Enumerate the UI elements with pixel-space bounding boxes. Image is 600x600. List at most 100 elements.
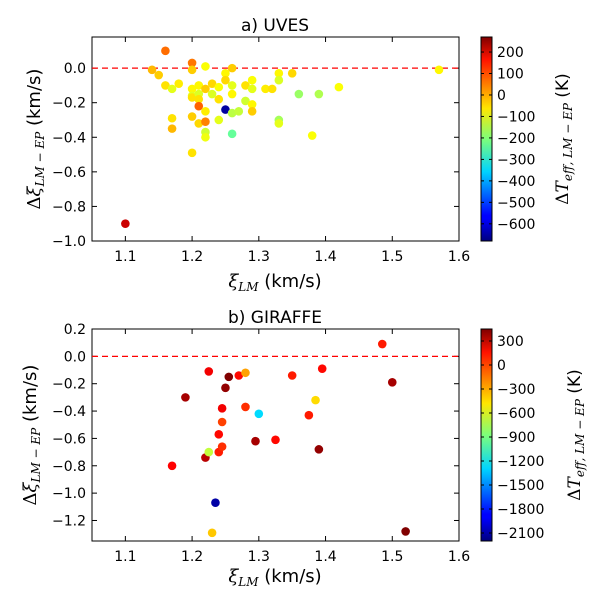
data-point — [314, 445, 324, 454]
data-point — [204, 447, 214, 457]
data-point — [167, 461, 177, 471]
data-point — [194, 81, 204, 90]
x-tick-label: 1.2 — [181, 249, 203, 265]
panel-b-colorbar-label: ΔTeff, LM − EP (K) — [565, 369, 587, 500]
colorbar-tick-label: −200 — [497, 131, 535, 147]
colorbar-tick-label: −300 — [497, 382, 535, 398]
colorbar-tick-label: −500 — [497, 195, 535, 211]
data-point — [211, 498, 220, 508]
colorbar-tick-label: −900 — [497, 430, 535, 446]
panel-uves: a) UVES 1.1 1.2 1.3 1.4 1.5 1.6 0.0 −0.2 −0.4 −0.… — [24, 16, 575, 294]
data-point — [234, 371, 244, 380]
data-point — [227, 89, 237, 99]
y-tick-label: 0.0 — [64, 349, 86, 365]
data-point — [214, 94, 224, 104]
data-point — [201, 132, 210, 142]
data-point — [167, 113, 177, 123]
data-point — [247, 100, 257, 109]
x-tick-label: 1.4 — [314, 249, 336, 265]
colorbar-tick-label: −2100 — [497, 526, 544, 542]
data-point — [217, 442, 227, 451]
colorbar-tick-label: 100 — [497, 67, 524, 83]
data-point — [241, 402, 250, 412]
panel-a-axes: 1.1 1.2 1.3 1.4 1.5 1.6 0.0 −0.2 −0.4 −0.6 −0.8 −1.… — [52, 37, 470, 265]
y-tick-label: −0.8 — [52, 199, 86, 215]
colorbar-tick-label: −600 — [497, 406, 535, 422]
panel-a-xlabel: ξLM (km/s) — [228, 271, 321, 294]
data-point — [194, 94, 204, 104]
panel-b-frame — [91, 328, 460, 542]
data-point — [214, 115, 224, 125]
data-point — [274, 75, 284, 85]
data-point — [294, 89, 304, 99]
data-point — [214, 430, 224, 439]
data-point — [181, 393, 190, 402]
data-point — [254, 409, 264, 419]
data-point — [287, 371, 297, 380]
panel-a-colorbar-label: ΔTeff, LM − EP (K) — [553, 73, 575, 204]
colorbar-tick-label: 0 — [497, 358, 506, 374]
data-point — [241, 96, 250, 106]
data-point — [194, 101, 204, 111]
data-point — [221, 105, 230, 114]
data-point — [174, 79, 184, 88]
colorbar-tick-label: −1800 — [497, 502, 544, 518]
panel-b-colorbar-ticks: 300 0 −300 −600 −900 −1200 −1500 −1800 −2100 — [481, 334, 544, 542]
data-point — [304, 410, 314, 420]
data-point — [187, 148, 197, 158]
data-point — [224, 372, 234, 382]
data-point — [387, 378, 397, 387]
panel-b-axes: 1.1 1.2 1.3 1.4 1.5 1.6 0.2 0.0 −0.2 −0.4 −0.6 −0.8… — [52, 322, 470, 565]
data-point — [201, 117, 210, 127]
panel-b-ylabel: ΔξLM − EP (km/s) — [20, 365, 43, 506]
data-point — [274, 69, 284, 78]
data-point — [401, 527, 410, 536]
x-tick-label: 1.4 — [314, 549, 336, 565]
data-point — [204, 367, 214, 376]
data-point — [214, 82, 224, 92]
data-point — [234, 107, 244, 116]
data-point — [271, 435, 280, 445]
colorbar-tick-label: −1200 — [497, 454, 544, 470]
data-point — [187, 93, 197, 102]
data-point — [241, 81, 250, 90]
y-tick-label: −0.8 — [52, 459, 86, 475]
colorbar-tick-label: −100 — [497, 109, 535, 125]
x-tick-label: 1.1 — [114, 549, 136, 565]
panel-a-colorbar-ticks: 200 100 0 −100 −200 −300 −400 −500 −600 — [481, 45, 535, 233]
data-point — [221, 75, 230, 85]
y-tick-label: −0.4 — [52, 404, 86, 420]
x-tick-label: 1.5 — [381, 249, 403, 265]
data-point — [247, 107, 257, 116]
data-point — [121, 219, 130, 229]
data-point — [207, 89, 217, 99]
panel-a-frame — [91, 36, 460, 242]
data-point — [311, 395, 320, 405]
colorbar-tick-label: −600 — [497, 217, 535, 233]
data-point — [227, 81, 237, 90]
data-point — [227, 63, 237, 73]
data-point — [247, 84, 257, 94]
y-tick-label: −1.0 — [52, 234, 86, 250]
data-point — [217, 417, 227, 427]
data-point — [274, 119, 284, 128]
data-point — [334, 82, 344, 92]
data-point — [377, 339, 387, 349]
data-point — [287, 69, 297, 78]
data-point — [251, 436, 260, 446]
panel-b-colorbar — [480, 328, 493, 542]
colorbar-tick-label: 200 — [497, 45, 524, 61]
data-point — [307, 131, 317, 140]
data-point — [187, 84, 197, 94]
data-point — [227, 129, 237, 139]
data-point — [267, 84, 277, 94]
data-point — [167, 124, 177, 133]
data-point — [154, 70, 164, 80]
y-tick-label: −0.2 — [52, 377, 86, 393]
panel-a-xlabel-units: (km/s) — [259, 271, 322, 292]
x-tick-label: 1.2 — [181, 549, 203, 565]
data-point — [161, 46, 170, 56]
x-tick-label: 1.6 — [448, 249, 470, 265]
data-point — [194, 119, 204, 128]
